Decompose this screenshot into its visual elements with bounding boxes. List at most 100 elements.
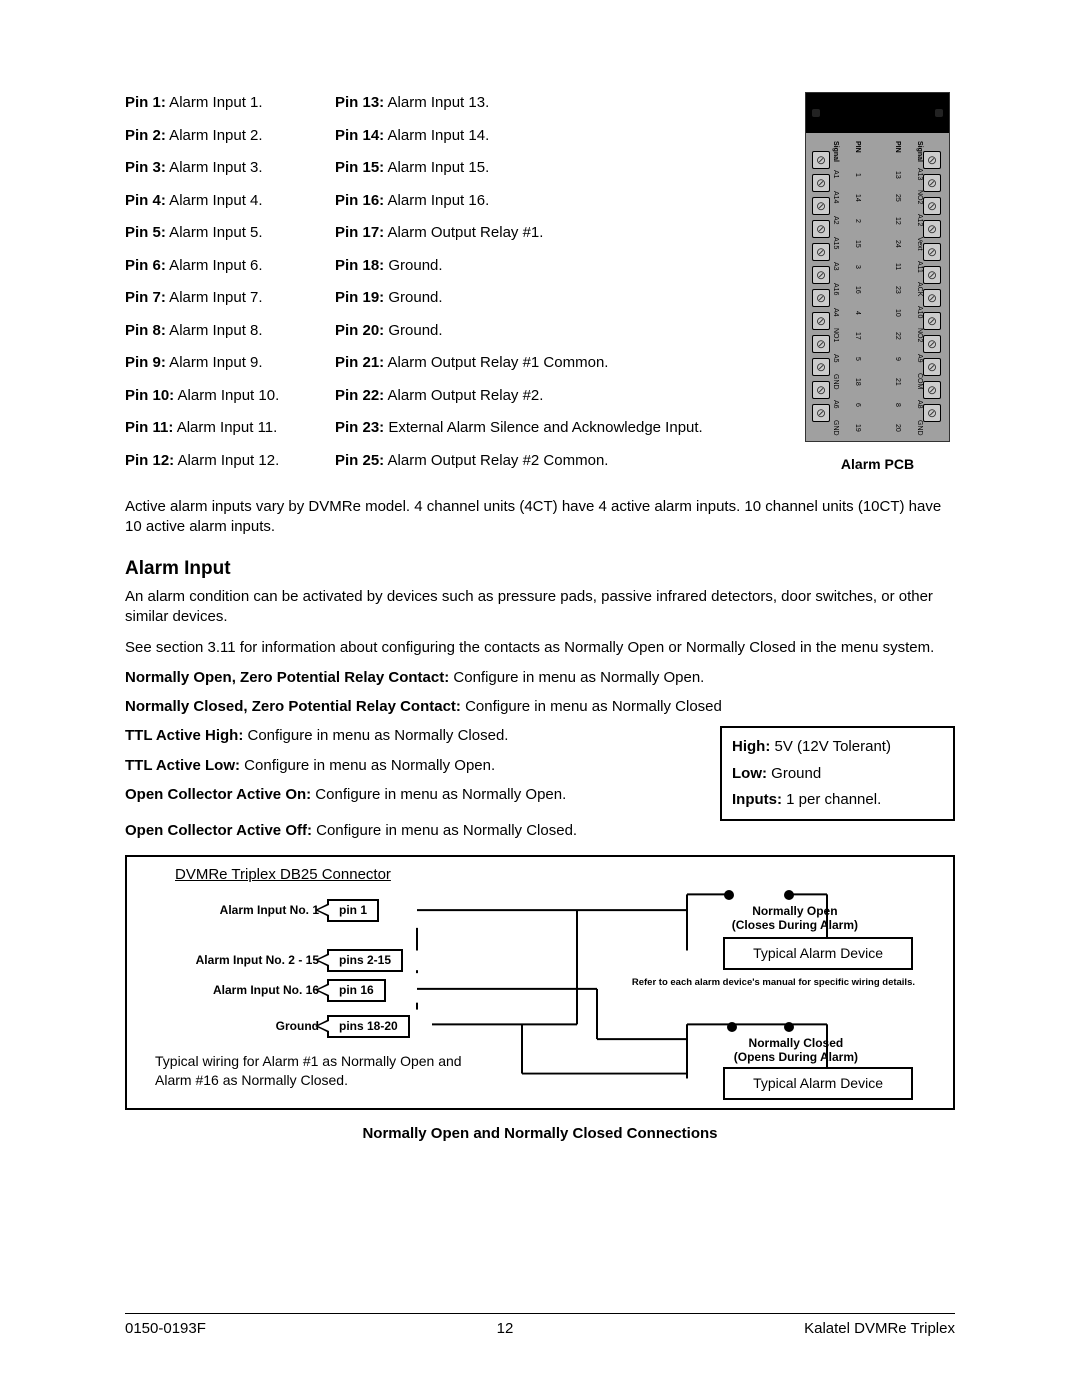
pcb-label: 13 (894, 163, 901, 186)
pin-row: Pin 1: Alarm Input 1. (125, 90, 315, 116)
typical-wiring-note: Typical wiring for Alarm #1 as Normally … (155, 1052, 465, 1088)
pcb-label: A13 (916, 163, 923, 186)
pcb-label: 10 (894, 301, 901, 324)
pin-description: Alarm Input 7. (166, 289, 263, 306)
ttl-spec-box: High: 5V (12V Tolerant) Low: Ground Inpu… (720, 726, 955, 821)
screw-terminal-icon (923, 335, 941, 353)
pcb-label: 16 (854, 278, 861, 301)
pin-row: Pin 5: Alarm Input 5. (125, 220, 315, 246)
pcb-label: 14 (854, 186, 861, 209)
pcb-label: 5 (854, 347, 861, 370)
pin-number: Pin 13: (335, 94, 384, 111)
spec-value: 5V (12V Tolerant) (770, 738, 891, 755)
pin-row: Pin 7: Alarm Input 7. (125, 285, 315, 311)
pin-description: Alarm Input 10. (174, 387, 279, 404)
pcb-label: A6 (832, 393, 839, 416)
screw-terminal-icon (923, 266, 941, 284)
pcb-label: A10 (916, 301, 923, 324)
pin-description: Alarm Input 4. (166, 192, 263, 209)
pcb-connector-icon (806, 93, 949, 133)
def-text: Configure in menu as Normally Open. (240, 757, 495, 774)
def-text: Configure in menu as Normally Open. (449, 669, 704, 686)
section-heading-alarm-input: Alarm Input (125, 556, 955, 582)
footer-product-name: Kalatel DVMRe Triplex (804, 1320, 955, 1337)
caption-line: (Closes During Alarm) (732, 918, 858, 932)
screw-terminal-icon (812, 266, 830, 284)
signal-labels-right: A13NO2A12VextA11ACKA10NO2A9COMA8GND (916, 163, 923, 439)
ttl-block: TTL Active High: Configure in menu as No… (125, 726, 955, 821)
spec-value: 1 per channel. (782, 791, 881, 808)
paragraph: Active alarm inputs vary by DVMRe model.… (125, 497, 955, 538)
pin-number: Pin 19: (335, 289, 384, 306)
device-box: Typical Alarm Device (723, 937, 913, 970)
pcb-label: 6 (854, 393, 861, 416)
pin-description: Alarm Output Relay #1 Common. (384, 354, 608, 371)
screw-terminal-icon (812, 197, 830, 215)
pcb-illustration: A1A14A2A15A3A16A4NO1A5GNDA6GND 114215316… (805, 92, 950, 442)
pcb-label: A8 (916, 393, 923, 416)
pin-description: Alarm Output Relay #1. (384, 224, 543, 241)
pin-row: Pin 15: Alarm Input 15. (335, 155, 735, 181)
pcb-label: 20 (894, 416, 901, 439)
pin-row: Pin 22: Alarm Output Relay #2. (335, 383, 735, 409)
pin-row: Pin 3: Alarm Input 3. (125, 155, 315, 181)
pcb-label: 21 (894, 370, 901, 393)
def-text: Configure in menu as Normally Closed. (312, 822, 577, 839)
page-footer: 0150-0193F 12 Kalatel DVMRe Triplex (125, 1313, 955, 1337)
signal-labels-left: A1A14A2A15A3A16A4NO1A5GNDA6GND (832, 163, 839, 439)
screw-terminal-icon (923, 243, 941, 261)
pin-row: Pin 4: Alarm Input 4. (125, 188, 315, 214)
def-label: TTL Active High: (125, 727, 243, 744)
pin-row: Pin 6: Alarm Input 6. (125, 253, 315, 279)
pcb-label: 19 (854, 416, 861, 439)
screw-terminal-icon (923, 151, 941, 169)
pin-number: Pin 8: (125, 322, 166, 339)
screw-terminal-icon (923, 358, 941, 376)
def-text: Configure in menu as Normally Closed (461, 698, 722, 715)
pcb-label: GND (832, 370, 839, 393)
def-text: Configure in menu as Normally Open. (311, 786, 566, 803)
pcb-label: A3 (832, 255, 839, 278)
header-signal: Signal (832, 141, 839, 162)
pin-number: Pin 1: (125, 94, 166, 111)
pcb-label: NO2 (916, 324, 923, 347)
pcb-caption: Alarm PCB (805, 456, 950, 472)
pcb-label: COM (916, 370, 923, 393)
pin-description: Ground. (384, 289, 442, 306)
pin-row: Pin 25: Alarm Output Relay #2 Common. (335, 448, 735, 474)
pin-number: Pin 20: (335, 322, 384, 339)
row-label: Ground (157, 1018, 327, 1034)
pin-description: Alarm Input 15. (384, 159, 489, 176)
pin-number: Pin 2: (125, 127, 166, 144)
pin-row: Pin 12: Alarm Input 12. (125, 448, 315, 474)
screw-terminal-icon (812, 174, 830, 192)
screw-terminal-icon (812, 289, 830, 307)
caption-line: (Opens During Alarm) (734, 1050, 858, 1064)
pcb-label: 15 (854, 232, 861, 255)
pin-description: Ground. (384, 257, 442, 274)
pcb-label: 24 (894, 232, 901, 255)
pin-row: Pin 11: Alarm Input 11. (125, 415, 315, 441)
pin-row: Pin 10: Alarm Input 10. (125, 383, 315, 409)
screw-terminal-icon (812, 404, 830, 422)
pcb-label: A11 (916, 255, 923, 278)
terminal-column-right (923, 151, 943, 422)
pin-number: Pin 15: (335, 159, 384, 176)
pin-number: Pin 23: (335, 419, 384, 436)
row-label: Alarm Input No. 16 (157, 982, 327, 998)
diagram-title: DVMRe Triplex DB25 Connector (175, 865, 391, 885)
paragraph: See section 3.11 for information about c… (125, 638, 955, 658)
spec-value: Ground (767, 765, 821, 782)
pin-number: Pin 3: (125, 159, 166, 176)
def-text: Configure in menu as Normally Closed. (243, 727, 508, 744)
pin-description: Ground. (384, 322, 442, 339)
caption-line: Normally Open (752, 904, 837, 918)
pin-description: Alarm Input 2. (166, 127, 263, 144)
spec-label: Inputs: (732, 791, 782, 808)
pcb-label: 12 (894, 209, 901, 232)
pin-description: Alarm Input 14. (384, 127, 489, 144)
pin-description: Alarm Input 1. (166, 94, 263, 111)
screw-terminal-icon (812, 358, 830, 376)
diagram-row: Alarm Input No. 16pin 16 (157, 979, 386, 1001)
diagram-caption: Normally Open and Normally Closed Connec… (125, 1124, 955, 1144)
